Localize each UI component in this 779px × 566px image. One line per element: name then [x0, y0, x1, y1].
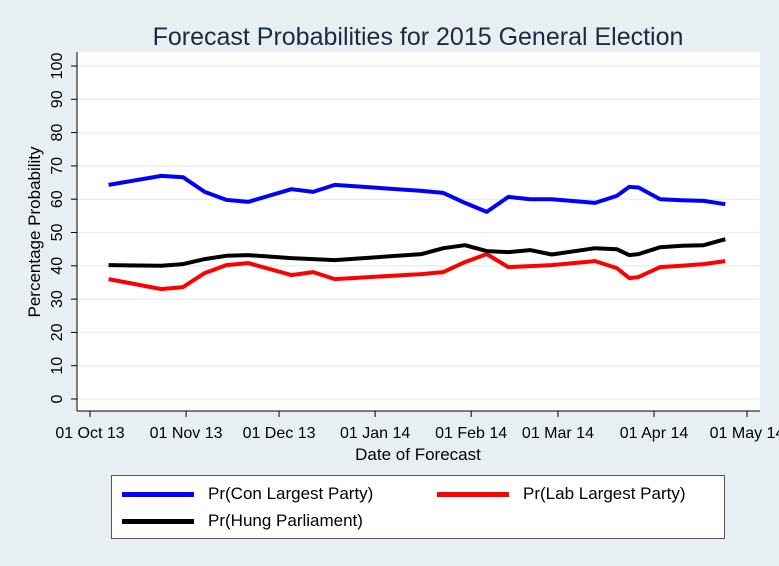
x-tick-label: 01 Jan 14	[340, 425, 410, 442]
x-tick-label: 01 Oct 13	[55, 425, 124, 442]
x-tick-label: 01 Feb 14	[435, 425, 507, 442]
series-line-0	[108, 173, 726, 214]
legend-item-con: Pr(Con Largest Party)	[122, 484, 373, 504]
y-tick-label: 10	[49, 357, 66, 375]
x-tick-label: 01 Mar 14	[522, 425, 594, 442]
y-axis-title: Percentage Probability	[25, 146, 44, 318]
x-tick-label: 01 May 14	[710, 425, 779, 442]
legend-swatch-hung	[122, 518, 194, 524]
legend-swatch-lab	[437, 491, 509, 497]
y-tick-label: 100	[49, 53, 66, 80]
x-tick-label: 01 Dec 13	[243, 425, 316, 442]
chart: Forecast Probabilities for 2015 General …	[25, 23, 779, 464]
x-tick-label: 01 Apr 14	[620, 425, 689, 442]
y-tick-label: 20	[49, 323, 66, 341]
chart-title: Forecast Probabilities for 2015 General …	[153, 23, 684, 51]
y-tick-label: 60	[49, 190, 66, 208]
y-tick-label: 50	[49, 224, 66, 242]
y-tick-label: 80	[49, 124, 66, 142]
legend-swatch-con	[122, 491, 194, 497]
series-line-2	[108, 237, 726, 268]
legend-label-hung: Pr(Hung Parliament)	[208, 511, 363, 530]
plot-area	[77, 52, 760, 411]
legend-label-con: Pr(Con Largest Party)	[208, 484, 374, 503]
x-tick-label: 01 Nov 13	[150, 425, 223, 442]
legend-label-lab: Pr(Lab Largest Party)	[523, 484, 686, 503]
y-tick-label: 70	[49, 157, 66, 175]
y-tick-label: 40	[49, 257, 66, 275]
x-axis-title: Date of Forecast	[355, 445, 481, 464]
legend: Pr(Con Largest Party) Pr(Lab Largest Par…	[111, 475, 725, 539]
y-tick-label: 30	[49, 290, 66, 308]
y-tick-label: 0	[49, 394, 66, 403]
legend-item-lab: Pr(Lab Largest Party)	[437, 484, 686, 504]
series-line-1	[108, 252, 726, 292]
legend-item-hung: Pr(Hung Parliament)	[122, 511, 363, 531]
y-tick-label: 90	[49, 90, 66, 108]
